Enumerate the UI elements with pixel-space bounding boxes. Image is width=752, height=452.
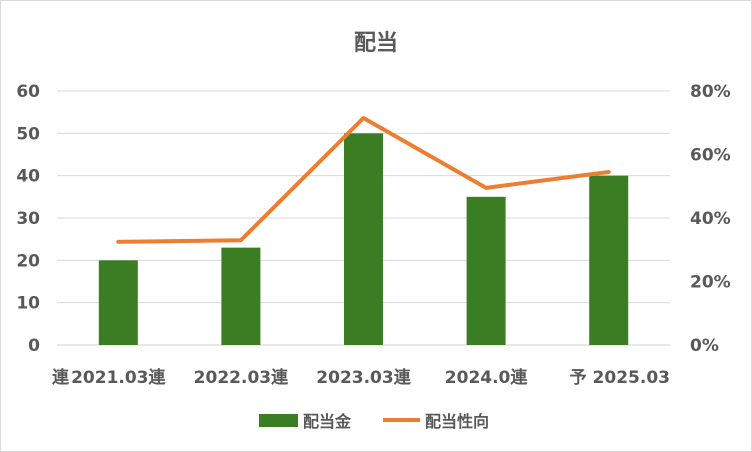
category-label: 2021.03連 — [71, 367, 166, 388]
line-series — [116, 115, 611, 244]
left-tick-label: 50 — [16, 124, 40, 144]
category-label: 2024.0連 — [445, 367, 529, 388]
bar-series — [98, 133, 629, 345]
left-tick-label: 20 — [16, 251, 40, 271]
left-tick-label: 30 — [16, 209, 40, 229]
bar — [466, 196, 506, 345]
bar — [98, 260, 138, 345]
legend-bar-swatch — [259, 414, 298, 427]
bar — [344, 133, 383, 345]
legend-line-label: 配当性向 — [425, 412, 489, 431]
left-tick-label: 0 — [28, 336, 40, 356]
bar — [221, 247, 261, 345]
right-tick-label: 80% — [690, 82, 731, 102]
bar — [589, 175, 629, 345]
left-tick-label: 60 — [16, 82, 40, 102]
legend: 配当金 配当性向 — [259, 412, 489, 431]
legend-bar-label: 配当金 — [303, 412, 352, 431]
category-label: 予 2025.03 — [570, 368, 670, 388]
category-label: 2022.03連 — [194, 367, 289, 388]
chart-title: 配当 — [354, 31, 398, 56]
left-axis-ticks: 0 10 20 30 40 50 60 — [16, 82, 40, 356]
category-labels: 連 2021.03連 2022.03連 2023.03連 2024.0連 予 2025.0… — [52, 367, 670, 388]
right-axis-ticks: 0% 20% 40% 60% 80% — [690, 82, 731, 356]
left-tick-label: 10 — [16, 294, 40, 314]
right-tick-label: 0% — [690, 336, 719, 356]
right-tick-label: 40% — [690, 209, 731, 229]
left-tick-label: 40 — [16, 167, 40, 187]
category-label: 2023.03連 — [316, 367, 411, 388]
right-tick-label: 60% — [690, 146, 731, 166]
category-label-prefix: 連 — [52, 367, 70, 388]
right-tick-label: 20% — [690, 273, 731, 293]
